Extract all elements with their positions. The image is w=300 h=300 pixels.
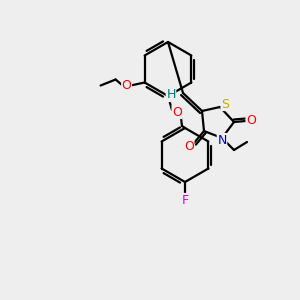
Text: N: N — [217, 134, 227, 146]
Text: S: S — [221, 98, 229, 110]
Text: O: O — [184, 140, 194, 154]
Text: O: O — [246, 113, 256, 127]
Text: H: H — [166, 88, 176, 101]
Text: O: O — [172, 106, 182, 118]
Text: O: O — [122, 79, 132, 92]
Text: F: F — [182, 194, 189, 206]
